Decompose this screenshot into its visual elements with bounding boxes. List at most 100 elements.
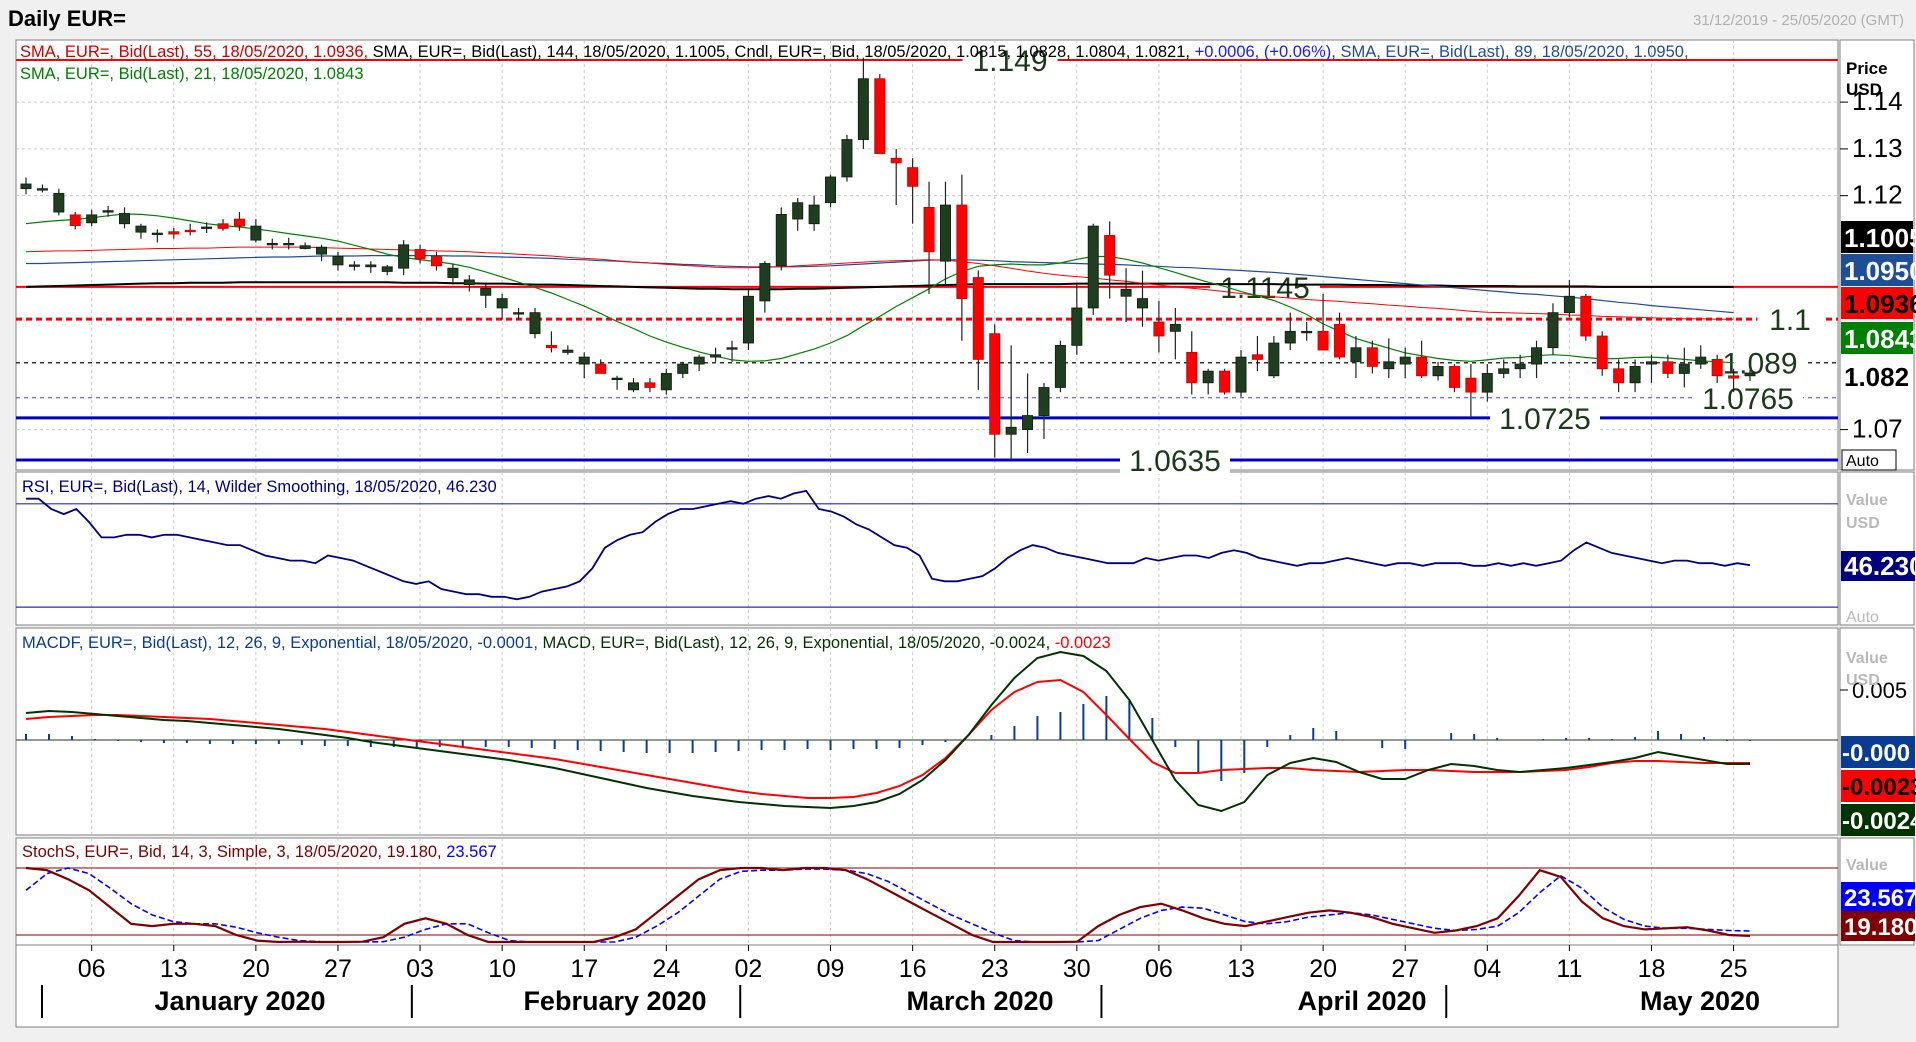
candle-body	[513, 312, 525, 315]
candle-body	[1366, 347, 1378, 367]
macd-legend-entry: -0.0023	[1055, 634, 1111, 652]
level-label-1.149: 1.149	[972, 45, 1047, 78]
candle	[119, 207, 131, 229]
candle	[1432, 361, 1444, 381]
candle	[1580, 293, 1592, 341]
candle	[693, 354, 705, 372]
level-label-1.089: 1.089	[1722, 348, 1797, 381]
candle	[1038, 382, 1050, 439]
candle	[463, 275, 475, 292]
candle-body	[1022, 415, 1034, 430]
price-tag	[1841, 254, 1913, 286]
level-label-bg	[1757, 305, 1823, 334]
month-label: May 2020	[1640, 986, 1760, 1016]
macd-histogram	[25, 696, 1751, 781]
candle	[1104, 221, 1116, 299]
candle-body	[20, 183, 32, 190]
candle	[513, 307, 525, 320]
candle	[283, 237, 295, 250]
candle	[250, 219, 262, 243]
candle	[1202, 368, 1214, 395]
candle	[135, 223, 147, 239]
pane-1	[15, 39, 1839, 471]
candle	[1481, 364, 1493, 402]
candle-body	[201, 226, 213, 229]
candle-body	[742, 295, 754, 344]
legend-entry: SMA, EUR=, Bid(Last), 144, 18/05/2020, 1…	[368, 43, 730, 61]
candle	[939, 181, 951, 285]
candle	[989, 324, 1001, 458]
auto-scale-button[interactable]	[1841, 449, 1897, 471]
candle	[1186, 331, 1198, 395]
candle	[1563, 279, 1575, 318]
time-tick-label: 20	[242, 955, 270, 983]
level-label-1.1145: 1.1145	[1220, 272, 1310, 305]
candle-body	[1465, 377, 1477, 393]
macd-tag	[1841, 736, 1915, 768]
candle	[1317, 293, 1329, 351]
candle	[1416, 340, 1428, 379]
candle	[1383, 338, 1395, 379]
candle-body	[972, 277, 984, 360]
time-tick-label: 24	[652, 955, 680, 983]
candle-body	[841, 139, 853, 178]
candle-body	[381, 266, 393, 272]
candle-body	[53, 192, 65, 213]
candle-body	[1186, 351, 1198, 384]
time-tick-label: 11	[1556, 955, 1582, 983]
candle	[398, 240, 410, 276]
rsi-pane: RSI, EUR=, Bid(Last), 14, Wilder Smoothi…	[16, 478, 1916, 626]
candle-body	[775, 213, 787, 267]
candle	[1301, 321, 1313, 341]
candle	[447, 263, 459, 285]
candle	[759, 261, 771, 313]
candle	[348, 261, 360, 271]
candle	[299, 242, 311, 250]
rsi-auto-label: Auto	[1846, 609, 1879, 626]
time-tick-label: 10	[488, 955, 516, 983]
candle-body	[1284, 330, 1296, 344]
candle	[841, 134, 853, 182]
legend-entry: +0.0006, (+0.06%),	[1190, 43, 1336, 61]
candle-body	[1301, 330, 1313, 334]
stoch-pane: StochS, EUR=, Bid, 14, 3, Simple, 3, 18/…	[16, 843, 1916, 944]
candle	[1498, 359, 1510, 379]
price-tick-label: 1.14	[1852, 86, 1903, 116]
candle	[201, 222, 213, 234]
candle	[1678, 347, 1690, 388]
stoch-legend-entry: 23.567	[446, 843, 496, 861]
candle	[1629, 359, 1641, 393]
candle-body	[545, 344, 557, 349]
candle	[1022, 373, 1034, 453]
axis-unit-price: Price	[1846, 59, 1888, 78]
candle-body	[1219, 370, 1231, 393]
candle	[1399, 347, 1411, 379]
candle	[86, 209, 98, 227]
candle-body	[1350, 347, 1362, 363]
candle-body	[1416, 356, 1428, 377]
candle	[644, 378, 656, 393]
candle	[233, 212, 245, 231]
candle-body	[463, 279, 475, 285]
candle-body	[1432, 366, 1444, 377]
time-tick-label: 27	[324, 955, 352, 983]
candle	[857, 57, 869, 149]
legend-line-1: SMA, EUR=, Bid(Last), 55, 18/05/2020, 1.…	[20, 43, 1689, 61]
candle	[1251, 336, 1263, 372]
time-tick-label: 18	[1638, 955, 1666, 983]
candle	[1662, 354, 1674, 379]
candle-body	[348, 264, 360, 267]
candle-body	[907, 167, 919, 187]
time-tick-label: 17	[570, 955, 598, 983]
candle-body	[398, 244, 410, 269]
candle	[1334, 312, 1346, 360]
candle-body	[890, 157, 902, 164]
time-tick-label: 06	[78, 955, 106, 983]
candle	[792, 198, 804, 231]
candle-body	[1695, 356, 1707, 365]
price-tag	[1841, 287, 1913, 319]
candle-body	[808, 204, 820, 225]
price-tick-label: 1.07	[1852, 414, 1903, 444]
